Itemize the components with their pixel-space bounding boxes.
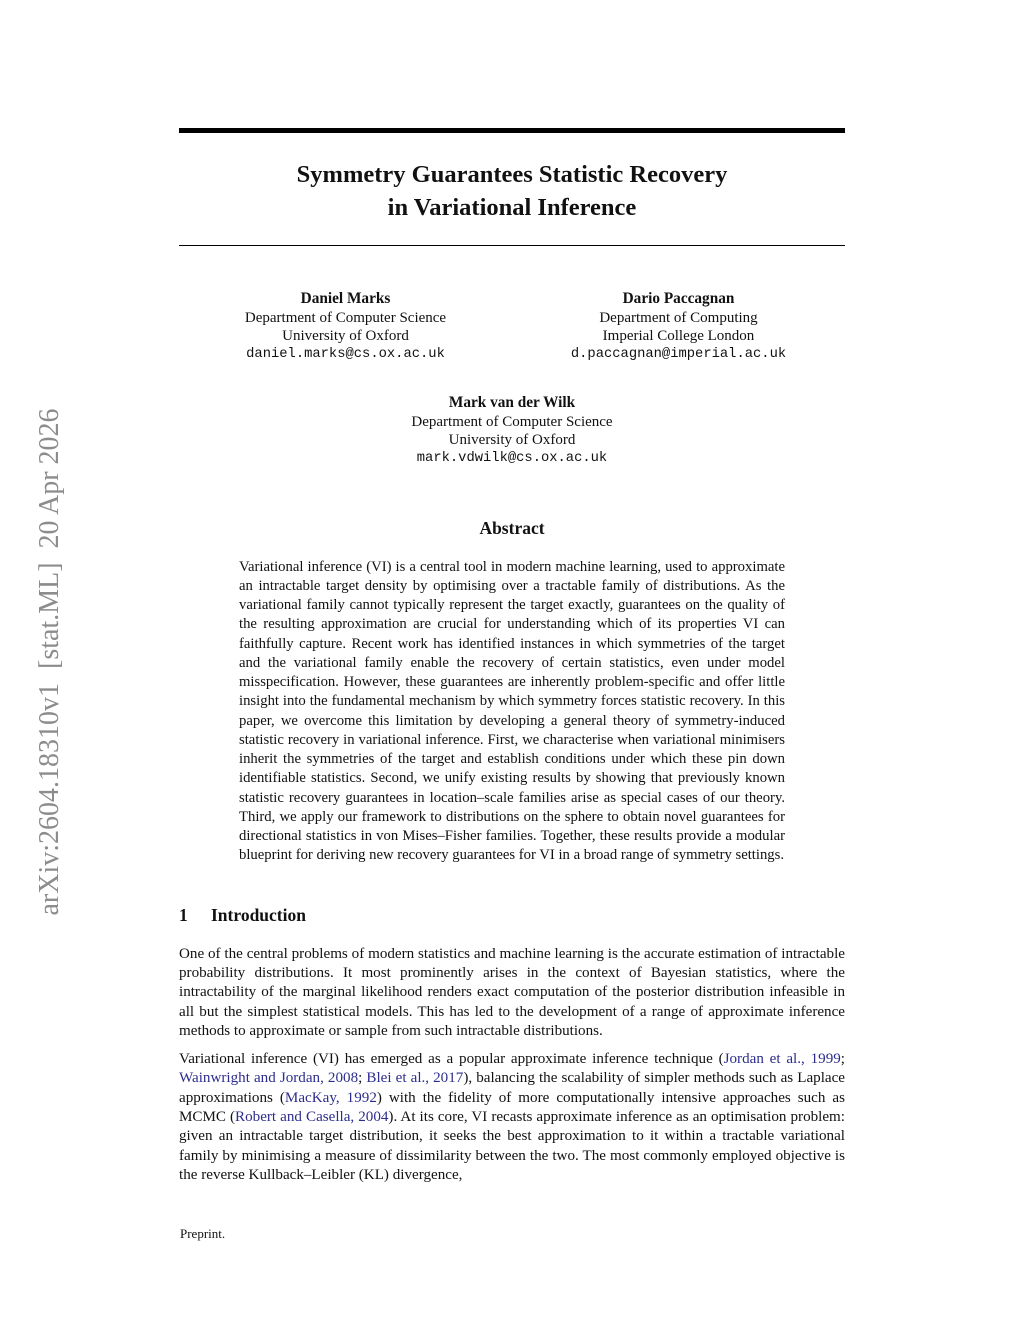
arxiv-watermark: arXiv:2604.18310v1 [stat.ML] 20 Apr 2026 <box>34 408 65 916</box>
author-block-daniel-marks: Daniel Marks Department of Computer Scie… <box>179 290 512 365</box>
section-heading-introduction: 1 Introduction <box>179 905 845 926</box>
paper-title: Symmetry Guarantees Statistic Recovery i… <box>179 158 845 224</box>
paper-title-line1: Symmetry Guarantees Statistic Recovery <box>296 161 728 188</box>
paper-content-column: Symmetry Guarantees Statistic Recovery i… <box>179 0 845 1185</box>
abstract-text: Variational inference (VI) is a central … <box>239 558 785 864</box>
author-block-mark-van-der-wilk: Mark van der Wilk Department of Computer… <box>179 394 845 469</box>
author-email[interactable]: mark.vdwilk@cs.ox.ac.uk <box>416 450 608 466</box>
citation-link[interactable]: Blei et al., 2017 <box>366 1070 464 1087</box>
intro-paragraph-2: Variational inference (VI) has emerged a… <box>179 1050 845 1185</box>
author-affiliation: Department of Computing <box>599 309 758 326</box>
intro-paragraph-1: One of the central problems of modern st… <box>179 945 845 1039</box>
paper-title-line2: in Variational Inference <box>387 194 637 221</box>
preprint-footnote: Preprint. <box>180 1226 226 1241</box>
author-affiliation: Imperial College London <box>602 328 755 345</box>
paragraph-text-segment: ; <box>358 1070 367 1087</box>
author-block-dario-paccagnan: Dario Paccagnan Department of Computing … <box>512 290 845 365</box>
top-rule <box>179 128 845 133</box>
citation-link[interactable]: Robert and Casella, 2004 <box>235 1109 389 1125</box>
citation-link[interactable]: MacKay, 1992 <box>284 1089 377 1106</box>
author-affiliation: University of Oxford <box>282 328 409 345</box>
author-affiliation: University of Oxford <box>448 432 576 449</box>
paragraph-text-segment: Variational inference (VI) has emerged a… <box>179 1051 724 1068</box>
paragraph-text-segment: ; <box>840 1051 845 1068</box>
citation-link[interactable]: Jordan et al., 1999 <box>723 1051 841 1068</box>
author-name: Daniel Marks <box>300 290 391 307</box>
title-bottom-rule <box>179 245 845 246</box>
author-email[interactable]: d.paccagnan@imperial.ac.uk <box>570 347 787 363</box>
paragraph-text-segment: ), balancing the scalability of simpler … <box>179 1070 845 1106</box>
section-title: Introduction <box>211 904 306 925</box>
paragraph-text-segment: ) with the fidelity of more computationa… <box>179 1089 845 1125</box>
authors-row: Daniel Marks Department of Computer Scie… <box>179 290 845 365</box>
paragraph-text-segment: ). At its core, VI recasts approximate i… <box>179 1109 845 1183</box>
author-email[interactable]: daniel.marks@cs.ox.ac.uk <box>246 347 445 363</box>
abstract-heading: Abstract <box>479 517 545 538</box>
author-affiliation: Department of Computer Science <box>411 413 613 430</box>
author-affiliation: Department of Computer Science <box>244 309 447 326</box>
section-number: 1 <box>179 904 188 925</box>
author-name: Mark van der Wilk <box>448 393 576 411</box>
citation-link[interactable]: Wainwright and Jordan, 2008 <box>179 1070 359 1087</box>
author-name: Dario Paccagnan <box>622 290 735 307</box>
